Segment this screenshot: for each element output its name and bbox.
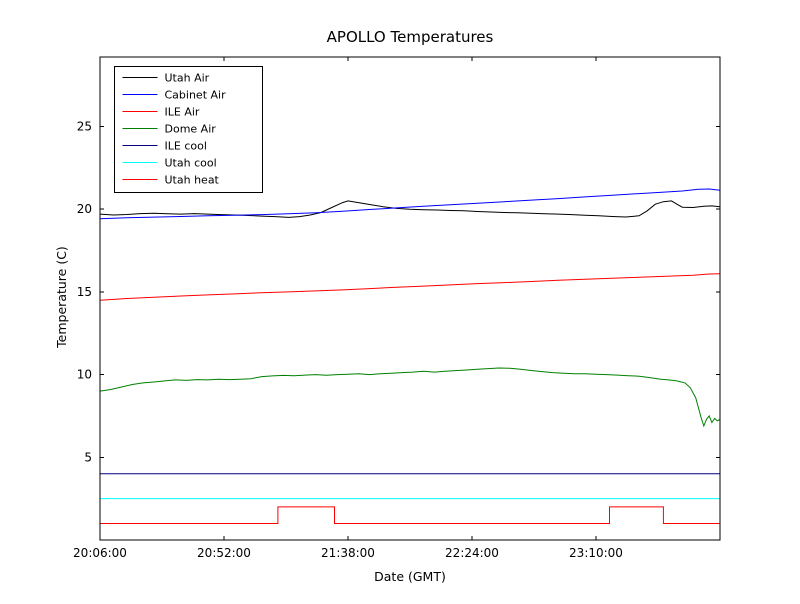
- series-line-cabinet-air: [99, 188, 721, 220]
- chart-title: APOLLO Temperatures: [327, 28, 494, 46]
- x-tick-label: 20:06:00: [73, 546, 127, 560]
- axis-ticks: 20:06:00 20:52:00 21:38:00 22:24:00 23:10:00…: [73, 57, 720, 560]
- legend-label: Utah cool: [165, 157, 217, 170]
- y-tick-label: 10: [77, 368, 92, 382]
- y-tick-label: 25: [77, 119, 92, 133]
- series-line-ile-air: [99, 273, 721, 301]
- legend-label: ILE cool: [165, 140, 207, 153]
- x-tick-label: 22:24:00: [445, 546, 499, 560]
- series-line-utah-heat: [100, 506, 720, 524]
- y-tick-label: 20: [77, 202, 92, 216]
- legend: Utah Air Cabinet Air ILE Air Dome Air ILE co…: [114, 66, 263, 193]
- legend-label: Dome Air: [165, 123, 217, 136]
- legend-label: Utah heat: [165, 174, 220, 187]
- y-tick-label: 15: [77, 285, 92, 299]
- legend-label: Utah Air: [165, 72, 210, 85]
- plot-area: [99, 56, 721, 541]
- series-line-dome-air: [99, 367, 721, 428]
- series-line-utah-air: [99, 200, 721, 218]
- x-tick-label: 23:10:00: [569, 546, 623, 560]
- y-tick-label: 5: [84, 450, 92, 464]
- legend-label: Cabinet Air: [165, 89, 227, 102]
- y-axis-label: Temperature (C): [54, 246, 69, 349]
- series-group: [99, 188, 721, 524]
- legend-box: [114, 66, 263, 193]
- legend-label: ILE Air: [165, 106, 200, 119]
- x-tick-label: 21:38:00: [321, 546, 375, 560]
- x-axis-label: Date (GMT): [374, 569, 446, 584]
- plot-border: [99, 56, 721, 541]
- x-tick-label: 20:52:00: [197, 546, 251, 560]
